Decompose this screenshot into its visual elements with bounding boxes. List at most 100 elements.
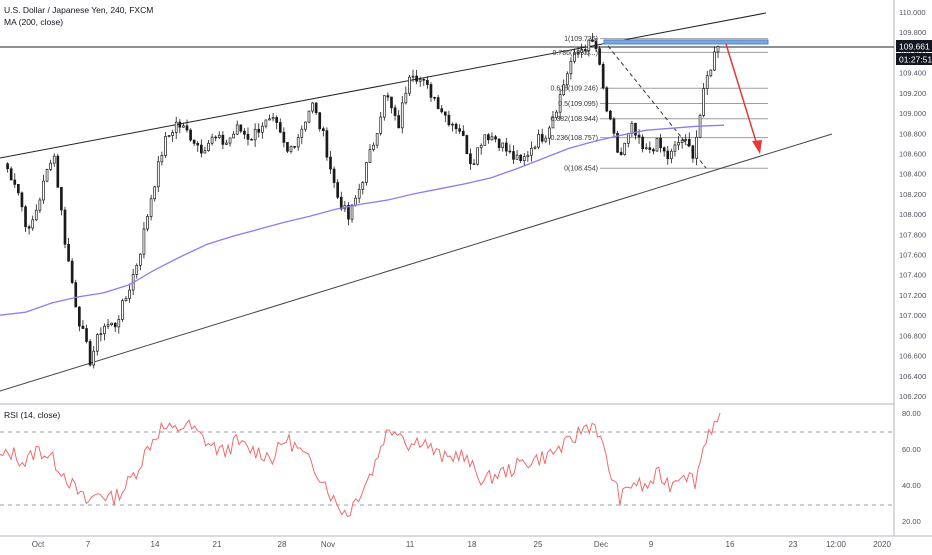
candle-body[interactable] [203,150,207,154]
candle-body[interactable] [408,76,411,94]
candle-body[interactable] [17,184,20,194]
candle-body[interactable] [271,117,275,120]
upper-trendline[interactable] [0,12,767,159]
candle-body[interactable] [451,123,454,126]
candle-body[interactable] [429,84,433,98]
candle-body[interactable] [598,48,601,65]
candle-body[interactable] [156,161,160,188]
candle-body[interactable] [311,102,314,112]
resistance-zone[interactable] [603,39,769,45]
candle-body[interactable] [286,142,289,152]
candle-body[interactable] [225,142,228,145]
candle-body[interactable] [415,75,418,82]
candle-body[interactable] [282,131,286,143]
candle-body[interactable] [164,136,167,156]
candle-body[interactable] [530,147,533,156]
candle-body[interactable] [684,139,688,141]
candle-body[interactable] [174,121,178,133]
candle-body[interactable] [583,49,587,52]
candle-body[interactable] [78,306,81,327]
candle-body[interactable] [436,97,440,110]
candle-body[interactable] [70,260,74,283]
candle-body[interactable] [103,325,106,335]
candle-body[interactable] [321,128,325,131]
candle-body[interactable] [304,121,307,130]
candle-body[interactable] [81,325,85,329]
candle-body[interactable] [318,112,322,130]
candle-body[interactable] [289,146,293,152]
candle-body[interactable] [52,155,56,164]
candle-body[interactable] [551,117,555,129]
candle-body[interactable] [354,197,357,206]
candle-body[interactable] [63,209,67,245]
candle-body[interactable] [641,136,644,150]
candle-body[interactable] [257,128,261,133]
candle-body[interactable] [386,95,390,98]
candle-body[interactable] [659,137,662,149]
candle-body[interactable] [626,133,630,144]
candle-body[interactable] [433,97,436,99]
candle-body[interactable] [314,102,318,114]
candle-body[interactable] [214,136,218,139]
candle-body[interactable] [375,133,379,146]
candle-body[interactable] [652,149,655,152]
candle-body[interactable] [171,132,174,136]
candle-body[interactable] [702,88,705,116]
candle-body[interactable] [501,142,505,148]
candle-body[interactable] [393,107,397,116]
candle-body[interactable] [637,134,641,138]
candle-body[interactable] [260,125,264,133]
candle-body[interactable] [609,110,612,120]
candle-body[interactable] [680,139,684,143]
candle-body[interactable] [250,138,253,141]
candle-body[interactable] [644,147,648,150]
candle-body[interactable] [113,322,117,328]
candle-body[interactable] [27,226,31,229]
candle-body[interactable] [368,149,372,163]
candle-body[interactable] [207,142,210,152]
candle-body[interactable] [357,188,361,199]
candle-body[interactable] [705,75,709,89]
candle-body[interactable] [307,110,311,123]
candle-body[interactable] [243,130,246,135]
candle-body[interactable] [60,186,63,211]
candle-body[interactable] [329,156,332,170]
candle-body[interactable] [268,118,271,121]
candle-body[interactable] [544,137,548,142]
candle-body[interactable] [128,289,131,299]
candle-body[interactable] [619,151,623,155]
candle-body[interactable] [458,128,462,132]
candle-body[interactable] [533,146,537,149]
candle-body[interactable] [447,114,451,126]
candle-body[interactable] [472,163,476,165]
candle-body[interactable] [569,60,573,75]
candle-body[interactable] [196,143,200,146]
candle-body[interactable] [497,138,501,148]
candle-body[interactable] [591,39,594,42]
rsi-line[interactable] [0,412,721,518]
candle-body[interactable] [512,151,515,160]
candle-body[interactable] [88,341,92,366]
candle-body[interactable] [228,137,232,144]
candle-body[interactable] [92,350,96,366]
candle-body[interactable] [45,169,49,182]
candle-body[interactable] [655,137,659,152]
candle-body[interactable] [13,179,17,185]
candle-body[interactable] [38,199,42,211]
candle-body[interactable] [695,136,698,159]
candle-body[interactable] [167,135,171,137]
candle-body[interactable] [239,124,243,132]
candle-body[interactable] [673,144,677,152]
candle-body[interactable] [562,84,566,95]
candle-body[interactable] [34,209,38,221]
candle-body[interactable] [9,168,13,181]
candle-body[interactable] [612,118,616,134]
candle-body[interactable] [397,115,401,129]
candle-body[interactable] [189,129,192,141]
candle-body[interactable] [490,136,494,141]
candle-body[interactable] [325,130,329,158]
candle-body[interactable] [253,128,257,141]
candle-body[interactable] [709,69,713,77]
candle-body[interactable] [461,130,465,136]
